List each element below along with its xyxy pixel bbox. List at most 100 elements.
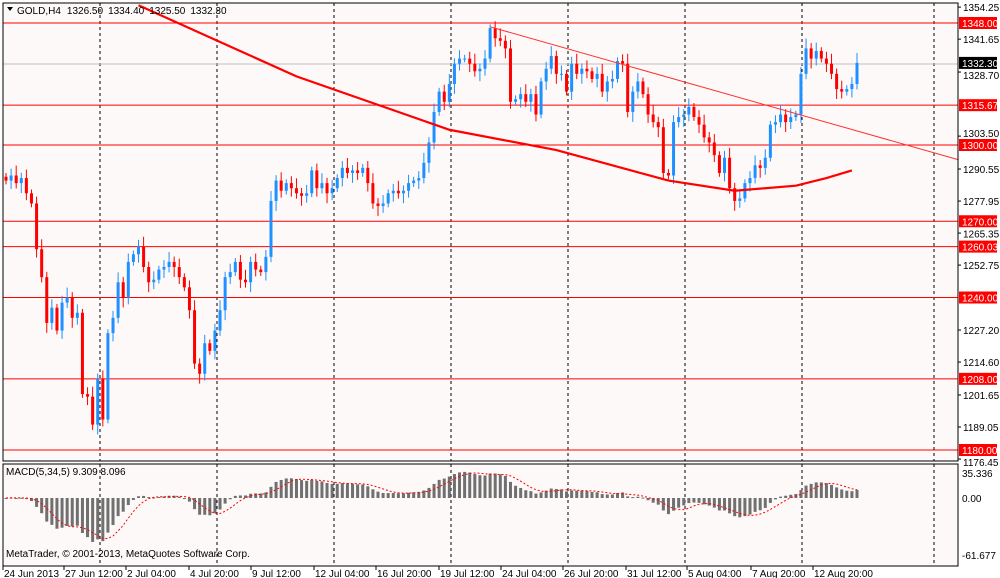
time-axis: 24 Jun 2013 27 Jun 12:00 2 Jul 04:00 4 Jul … [2,566,873,578]
main-pane[interactable] [3,3,958,461]
macd-bar [850,491,854,498]
price-axis-label: 1265.35 [963,229,1000,240]
bear-candle [508,48,512,102]
bear-candle [177,267,181,278]
bull-candle [789,117,793,123]
bull-candle [768,124,772,158]
macd-bar [636,496,640,498]
macd-bar [407,492,411,498]
bull-candle [422,162,426,179]
header-text: GOLD,H4 1326.50 1334.40 1325.50 1332.30 [17,6,227,17]
macd-bar [126,498,130,506]
bear-candle [646,94,650,115]
macd-bar [855,489,859,498]
macd-bar [208,498,212,516]
macd-histogram [4,471,859,542]
bull-candle [595,73,599,79]
bull-candle [233,261,237,273]
time-axis-label: 31 Jul 12:00 [627,569,682,578]
bull-candle [814,50,818,59]
macd-bar [529,491,533,498]
level-price-tag [959,215,997,228]
bull-candle [519,94,523,100]
time-axis-label: 19 Jul 12:00 [440,569,495,578]
bull-candle [483,58,487,69]
macd-bar [177,496,181,498]
macd-bar [70,498,74,527]
bear-candle [147,267,151,283]
macd-bar [116,498,120,517]
main-pane-frame [2,2,959,462]
macd-bar [106,498,110,533]
bull-candle [427,142,431,163]
time-axis-label: 9 Jul 12:00 [252,569,301,578]
macd-bar [142,495,146,498]
bull-candle [845,89,849,92]
macd-bar [75,498,79,526]
macd-bar [789,494,793,498]
bull-candle [407,183,411,191]
bull-candle [274,180,278,201]
macd-bar [733,498,737,517]
macd-bar [687,498,691,504]
bear-candle [279,180,283,191]
bull-candle [753,165,757,179]
macd-bar [361,484,365,498]
price-axis-label: 1214.60 [963,358,1000,369]
bear-candle [101,378,105,420]
macd-bar [391,492,395,498]
bear-candle [238,261,242,280]
bull-candle [203,343,207,374]
bear-candle [70,297,74,318]
bull-candle [330,188,334,194]
bear-candle [315,170,319,189]
bear-candle [702,124,706,138]
macd-bar [452,474,456,498]
bull-candle [580,68,584,74]
current-price-label: 1332.30 [962,59,999,70]
level-price-label: 1208.00 [962,375,999,386]
bear-candle [712,142,716,156]
macd-bar [376,491,380,498]
macd-bar [743,498,747,517]
trendline[interactable] [489,26,959,161]
bull-candle [458,58,462,64]
time-axis-label: 5 Aug 04:00 [688,569,742,578]
macd-bar [779,496,783,498]
macd-bar [677,498,681,508]
macd-bar [223,498,227,504]
bear-candle [29,193,33,204]
bull-candle [570,63,574,92]
macd-bar [809,483,813,498]
level-price-tag [959,444,997,457]
bear-candle [585,68,589,72]
triangle-down-icon[interactable] [7,7,13,11]
bull-candle [773,122,777,125]
bear-candle [208,343,212,351]
level-price-tag [959,139,997,152]
bull-candle [544,68,548,82]
bull-candle [672,122,676,176]
macd-bar [111,498,115,526]
level-price-label: 1270.00 [962,217,999,228]
macd-bar [437,479,441,498]
macd-bar [458,472,462,498]
macd-bar [244,495,248,498]
bear-candle [692,106,696,118]
time-axis-label: 27 Jun 12:00 [65,569,123,578]
bull-candle [228,272,232,278]
macd-axis-top: 35.336 [962,469,993,480]
macd-bar [274,481,278,498]
macd-bar [96,498,100,540]
bull-candle [855,62,859,85]
bull-candle [310,170,314,194]
macd-bar [626,496,630,498]
bear-candle [80,312,84,395]
bear-candle [666,172,670,176]
price-axis: 1348.00 1315.67 1300.00 1270.00 1260.03 1240.… [958,3,1000,469]
bear-candle [565,73,569,92]
bull-candle [284,183,288,191]
macd-bar [610,494,614,498]
macd-bar [478,475,482,498]
